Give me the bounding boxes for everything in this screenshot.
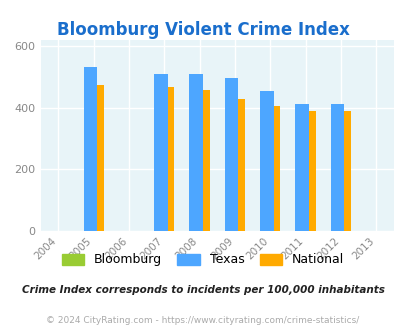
Bar: [154, 74, 167, 231]
Bar: [83, 67, 97, 231]
Bar: [196, 90, 209, 231]
Bar: [295, 104, 308, 231]
Bar: [330, 104, 343, 231]
Bar: [260, 90, 273, 231]
Bar: [337, 111, 350, 231]
Text: Bloomburg Violent Crime Index: Bloomburg Violent Crime Index: [56, 21, 349, 40]
Bar: [301, 111, 315, 231]
Bar: [189, 74, 202, 231]
Bar: [266, 106, 279, 231]
Bar: [90, 85, 103, 231]
Text: © 2024 CityRating.com - https://www.cityrating.com/crime-statistics/: © 2024 CityRating.com - https://www.city…: [46, 315, 359, 325]
Bar: [231, 99, 244, 231]
Bar: [224, 78, 238, 231]
Text: Crime Index corresponds to incidents per 100,000 inhabitants: Crime Index corresponds to incidents per…: [21, 285, 384, 295]
Legend: Bloomburg, Texas, National: Bloomburg, Texas, National: [55, 247, 350, 273]
Bar: [160, 87, 174, 231]
